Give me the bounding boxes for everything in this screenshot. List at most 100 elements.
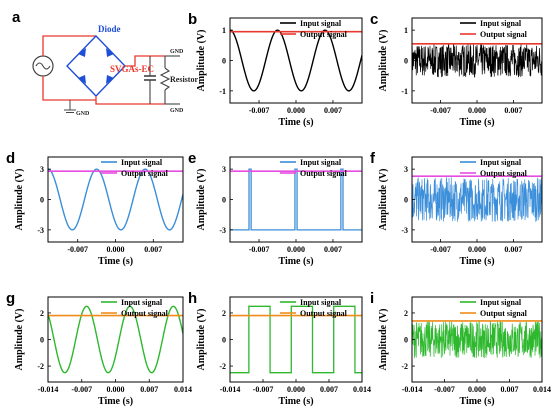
y-tick-label: 2 [222, 309, 226, 318]
y-tick-label: 3 [40, 165, 44, 174]
y-axis-label: Amplitude (V) [378, 309, 389, 371]
y-tick-label: -1 [219, 87, 226, 96]
x-axis-label: Time (s) [459, 396, 494, 407]
series-group [412, 43, 542, 78]
x-tick-label: -0.007 [67, 245, 88, 254]
series-group [412, 320, 542, 359]
series-line-input [230, 168, 362, 231]
y-tick-label: 3 [404, 165, 408, 174]
legend-entry: Input signal [121, 158, 163, 167]
legend-entry: Input signal [121, 298, 163, 307]
resistor-label: Resistor [170, 75, 198, 84]
legend-entry: Output signal [480, 169, 528, 178]
legend-entry: Output signal [300, 309, 348, 318]
x-tick-label: 0.000 [468, 245, 486, 254]
series-line-input [412, 320, 542, 359]
panel-label-e: e [188, 150, 196, 167]
gnd-label-right: GND [170, 108, 184, 114]
panel-label-g: g [6, 290, 15, 307]
x-tick-label: 0.014 [533, 385, 551, 394]
x-tick-label: -0.007 [71, 385, 92, 394]
x-axis-label: Time (s) [459, 117, 494, 128]
x-axis-label: Time (s) [98, 256, 133, 267]
gnd-label-bottom: GND [76, 111, 90, 117]
chart-panel-d: d -0.007 0.000 0.007 -3 0 3 Time (s) Amplitude (… [6, 150, 184, 267]
y-tick-label: 0 [404, 336, 408, 345]
diode-icon [106, 48, 114, 57]
diode-icons [78, 48, 114, 84]
diode-icon [106, 75, 114, 84]
x-tick-label: -0.007 [430, 245, 451, 254]
chart-panel-f: f -0.007 0.000 0.007 -3 0 3 Time (s) Amplitude (… [370, 150, 543, 267]
x-tick-label: 0.000 [287, 385, 305, 394]
y-tick-label: 2 [40, 309, 44, 318]
x-tick-label: 0.014 [174, 385, 192, 394]
diode-icon [78, 48, 86, 57]
series-group [48, 168, 183, 231]
legend-entry: Output signal [121, 169, 169, 178]
x-tick-label: 0.000 [107, 245, 125, 254]
panel-label-i: i [370, 290, 374, 307]
legend-entry: Output signal [480, 30, 528, 39]
x-tick-label: 0.007 [504, 245, 522, 254]
x-tick-label: 0.000 [107, 385, 125, 394]
x-tick-label: -0.007 [249, 245, 270, 254]
x-tick-label: 0.007 [504, 106, 522, 115]
legend-entry: Input signal [300, 19, 342, 28]
legend-entry: Input signal [480, 19, 522, 28]
y-tick-label: -3 [219, 226, 226, 235]
x-tick-label: 0.000 [468, 385, 486, 394]
panel-label-h: h [188, 290, 197, 307]
y-tick-label: 0 [222, 336, 226, 345]
series-line-input [48, 168, 183, 231]
x-axis-label: Time (s) [278, 256, 313, 267]
x-tick-label: 0.007 [320, 385, 338, 394]
y-tick-label: -2 [401, 362, 408, 371]
legend-entry: Output signal [300, 30, 348, 39]
y-axis-label: Amplitude (V) [14, 309, 25, 371]
chart-panel-h: h -0.014 -0.007 0.000 0.007 0.014 -2 0 2 Time (s)… [188, 290, 371, 407]
svgas-ec-label: SVGAs-EC [110, 64, 154, 74]
chart-panel-b: b -0.007 0.000 0.007 -1 0 1 Time (s) Amplitude (… [188, 11, 363, 128]
legend-entry: Input signal [480, 158, 522, 167]
series-group [230, 29, 362, 92]
series-line-input [412, 43, 542, 78]
panel-label-d: d [6, 150, 15, 167]
legend-entry: Input signal [480, 298, 522, 307]
y-tick-label: 0 [40, 336, 44, 345]
chart-panel-i: i -0.014 -0.007 0.000 0.007 0.014 -2 0 2 Time (s)… [370, 290, 551, 407]
y-axis-label: Amplitude (V) [196, 30, 207, 92]
y-tick-label: 0 [40, 196, 44, 205]
y-tick-label: 1 [222, 26, 226, 35]
panel-label-c: c [370, 11, 378, 28]
y-axis-label: Amplitude (V) [14, 169, 25, 231]
series-group [48, 305, 183, 374]
series-line-input [412, 177, 542, 222]
panel-label-a: a [12, 9, 21, 26]
gnd-label-top: GND [170, 49, 184, 55]
x-tick-label: 0.000 [287, 106, 305, 115]
x-axis-label: Time (s) [98, 396, 133, 407]
y-tick-label: -3 [37, 226, 44, 235]
x-tick-label: 0.007 [144, 245, 162, 254]
legend-entry: Output signal [121, 309, 169, 318]
x-tick-label: 0.000 [468, 106, 486, 115]
x-axis-label: Time (s) [459, 256, 494, 267]
ac-wave-icon [35, 62, 51, 70]
y-tick-label: 0 [404, 57, 408, 66]
x-tick-label: -0.014 [402, 385, 423, 394]
x-tick-label: -0.007 [434, 385, 455, 394]
y-tick-label: -1 [401, 87, 408, 96]
series-line-input [48, 305, 183, 374]
x-tick-label: 0.007 [501, 385, 519, 394]
chart-panels: b -0.007 0.000 0.007 -1 0 1 Time (s) Amplitude (… [6, 11, 551, 407]
x-tick-label: 0.014 [353, 385, 371, 394]
y-tick-label: 0 [222, 57, 226, 66]
legend-entry: Input signal [300, 298, 342, 307]
series-group [230, 168, 362, 231]
y-tick-label: -2 [219, 362, 226, 371]
diode-icon [78, 75, 86, 84]
x-tick-label: -0.014 [38, 385, 59, 394]
wire-bottom-left [42, 76, 96, 101]
